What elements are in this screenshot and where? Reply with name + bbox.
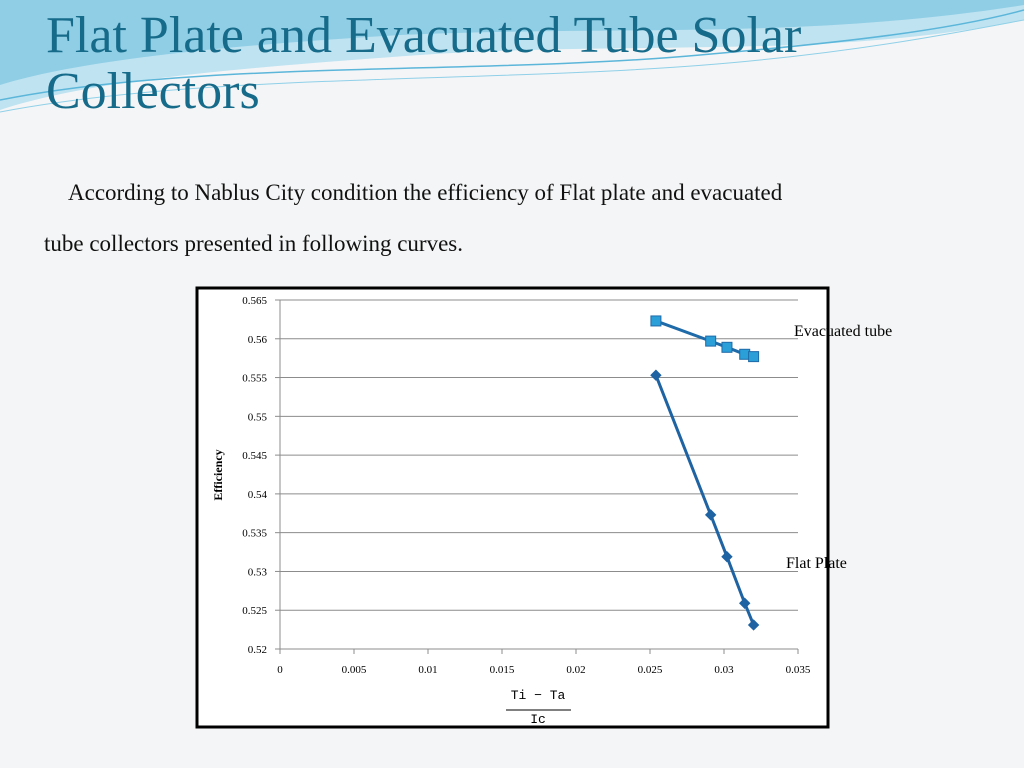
x-label-numerator: Ti − Ta <box>511 688 566 703</box>
y-tick-label: 0.555 <box>242 373 267 385</box>
marker <box>704 509 717 521</box>
paragraph-line: tube collectors presented in following c… <box>44 231 463 256</box>
marker <box>721 341 733 353</box>
marker <box>748 351 760 363</box>
marker <box>650 315 662 327</box>
y-tick-label: 0.56 <box>248 334 268 346</box>
x-tick-label: 0.035 <box>786 664 811 676</box>
y-axis-label: Efficiency <box>211 449 225 500</box>
series-label: Evacuated tube <box>794 323 892 340</box>
marker <box>739 597 751 609</box>
y-tick-label: 0.55 <box>248 411 268 423</box>
y-tick-label: 0.53 <box>248 566 268 578</box>
x-tick-label: 0.015 <box>490 664 515 676</box>
x-tick-label: 0.01 <box>418 664 437 676</box>
x-tick-label: 0.02 <box>566 664 585 676</box>
marker <box>721 551 733 563</box>
x-tick-label: 0.03 <box>714 664 734 676</box>
y-tick-label: 0.525 <box>242 605 267 617</box>
x-tick-label: 0.005 <box>342 664 367 676</box>
x-label-denominator: Ic <box>530 712 546 727</box>
y-tick-label: 0.54 <box>248 489 268 501</box>
series-label: Flat Plate <box>786 555 847 572</box>
slide-title: Flat Plate and Evacuated Tube Solar Coll… <box>46 7 802 120</box>
marker <box>650 369 662 381</box>
marker <box>705 335 717 347</box>
x-tick-label: 0.025 <box>638 664 663 676</box>
x-tick-label: 0 <box>277 664 283 676</box>
marker <box>747 619 760 631</box>
y-tick-label: 0.565 <box>242 295 267 307</box>
y-tick-label: 0.52 <box>248 644 267 656</box>
paragraph-line: According to Nablus City condition the e… <box>68 180 783 205</box>
y-tick-label: 0.535 <box>242 528 267 540</box>
y-tick-label: 0.545 <box>242 450 267 462</box>
